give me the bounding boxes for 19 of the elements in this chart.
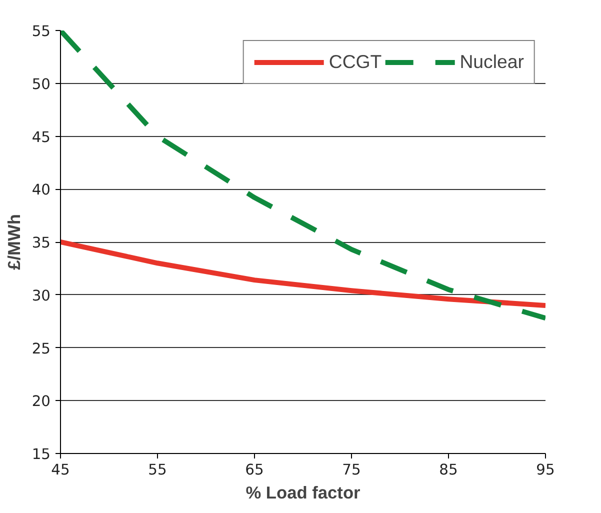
y-tick-label: 45 xyxy=(32,128,51,146)
y-tick-label: 55 xyxy=(32,23,51,40)
x-tick-label: 85 xyxy=(439,462,458,478)
x-tick-label: 55 xyxy=(148,462,167,478)
legend-label: CCGT xyxy=(328,51,382,73)
y-tick-label: 30 xyxy=(32,287,51,304)
x-axis-title: % Load factor xyxy=(246,482,361,502)
y-tick-label: 35 xyxy=(32,234,51,252)
x-tick-label: 95 xyxy=(536,462,555,478)
y-tick-label: 20 xyxy=(32,393,51,410)
legend-label: Nuclear xyxy=(460,51,524,73)
x-tick-label: 65 xyxy=(245,462,264,478)
y-axis-title: £/MWh xyxy=(4,214,24,270)
x-tick-label: 45 xyxy=(51,462,70,478)
y-tick-label: 50 xyxy=(32,76,51,93)
y-tick-label: 15 xyxy=(32,446,51,463)
y-tick-label: 40 xyxy=(32,182,51,199)
x-tick-label: 75 xyxy=(342,462,361,478)
y-tick-label: 25 xyxy=(32,340,51,358)
